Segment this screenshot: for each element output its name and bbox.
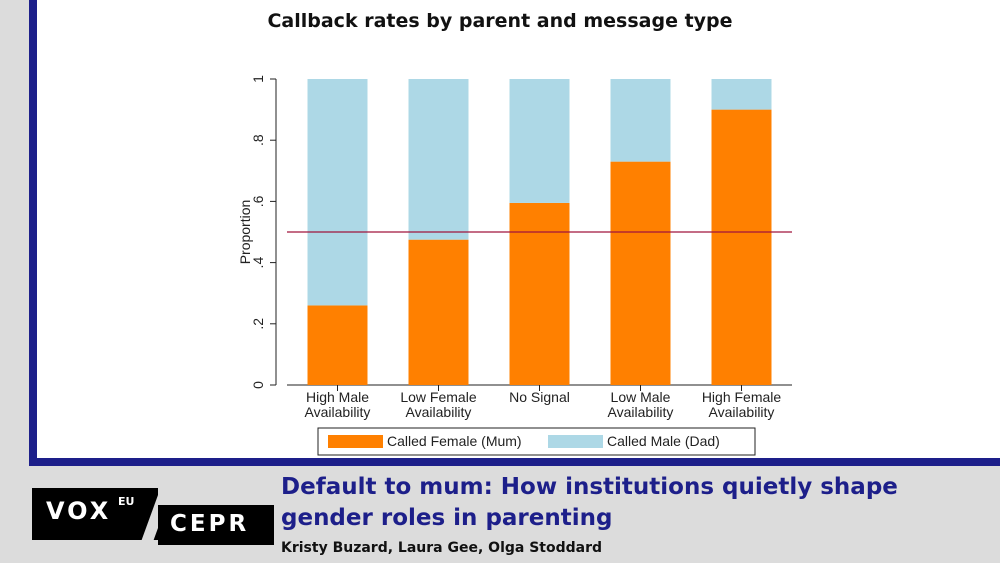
y-tick-label: .8 bbox=[250, 134, 266, 146]
bar-segment bbox=[307, 305, 368, 385]
x-tick-label: High Male bbox=[306, 389, 369, 405]
cepr-logo[interactable]: CEPR bbox=[158, 505, 274, 545]
x-tick-label: Availability bbox=[709, 404, 775, 420]
bar-segment bbox=[509, 202, 570, 385]
y-tick-label: 0 bbox=[250, 381, 266, 389]
bar-segment bbox=[408, 79, 469, 240]
article-title[interactable]: Default to mum: How institutions quietly… bbox=[281, 474, 898, 531]
y-tick-label: .2 bbox=[250, 318, 266, 330]
vox-eu-logo[interactable]: VOX EU bbox=[32, 488, 158, 540]
bar-segment bbox=[408, 239, 469, 385]
bar-segment bbox=[509, 79, 570, 203]
x-tick-label: Availability bbox=[406, 404, 472, 420]
legend-label: Called Male (Dad) bbox=[607, 433, 720, 449]
bar-segment bbox=[610, 161, 671, 385]
bar-segment bbox=[711, 79, 772, 110]
y-tick-label: 1 bbox=[250, 75, 266, 83]
legend-swatch bbox=[548, 435, 603, 448]
logo-cepr-text: CEPR bbox=[170, 511, 250, 537]
y-tick-label: .6 bbox=[250, 195, 266, 207]
logo-vox-text: VOX bbox=[46, 497, 112, 525]
x-tick-label: No Signal bbox=[509, 389, 570, 405]
y-axis-label: Proportion bbox=[237, 200, 253, 265]
legend-label: Called Female (Mum) bbox=[387, 433, 522, 449]
legend-swatch bbox=[328, 435, 383, 448]
bar-segment bbox=[610, 79, 671, 162]
x-tick-label: Low Female bbox=[400, 389, 476, 405]
x-tick-label: Low Male bbox=[611, 389, 671, 405]
bar-segment bbox=[711, 109, 772, 385]
legend-box bbox=[317, 427, 756, 456]
chart-title: Callback rates by parent and message typ… bbox=[267, 10, 733, 32]
x-tick-label: High Female bbox=[702, 389, 782, 405]
y-tick-label: .4 bbox=[250, 257, 266, 269]
bar-segment bbox=[307, 79, 368, 306]
x-tick-label: Availability bbox=[608, 404, 674, 420]
logo-eu-text: EU bbox=[118, 495, 135, 508]
article-authors: Kristy Buzard, Laura Gee, Olga Stoddard bbox=[281, 540, 603, 556]
x-tick-label: Availability bbox=[305, 404, 371, 420]
